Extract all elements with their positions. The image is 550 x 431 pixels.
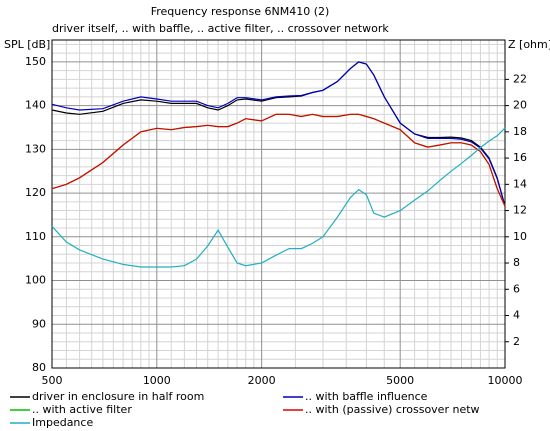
y-tick-label: 120 <box>25 186 46 199</box>
y-tick-label: 110 <box>25 230 46 243</box>
y2-tick-label: 22 <box>513 72 527 85</box>
legend-label: .. with active filter <box>32 403 132 416</box>
legend-label: .. with baffle influence <box>305 390 428 403</box>
chart-title: Frequency response 6NM410 (2) <box>151 5 330 18</box>
y2-tick-label: 10 <box>513 230 527 243</box>
y2-tick-label: 4 <box>513 309 520 322</box>
legend-label: Impedance <box>32 416 93 429</box>
y2-tick-label: 12 <box>513 204 527 217</box>
y2-tick-label: 16 <box>513 151 527 164</box>
series-line <box>51 113 506 207</box>
y2-tick-label: 6 <box>513 282 520 295</box>
legend-label: driver in enclosure in half room <box>32 390 204 403</box>
x-tick-label: 500 <box>42 374 63 387</box>
x-tick-label: 1000 <box>143 374 171 387</box>
y2-tick-label: 8 <box>513 256 520 269</box>
x-tick-label: 5000 <box>386 374 414 387</box>
y2-tick-label: 20 <box>513 99 527 112</box>
x-tick-label: 2000 <box>248 374 276 387</box>
y2-tick-label: 18 <box>513 125 527 138</box>
y-tick-label: 100 <box>25 274 46 287</box>
y-axis-label: SPL [dB] <box>4 38 50 51</box>
y2-tick-label: 14 <box>513 177 527 190</box>
plot-area <box>52 40 505 368</box>
y2-axis-label: Z [ohm] <box>508 38 550 51</box>
y-tick-label: 90 <box>32 317 46 330</box>
y-tick-label: 80 <box>32 361 46 374</box>
series-line <box>51 61 506 207</box>
chart-subtitle: driver itself, .. with baffle, .. active… <box>52 22 389 35</box>
y2-tick-label: 2 <box>513 335 520 348</box>
series-line <box>51 127 506 268</box>
y-tick-label: 130 <box>25 142 46 155</box>
y-tick-label: 150 <box>25 55 46 68</box>
y-tick-label: 140 <box>25 99 46 112</box>
legend-label: .. with (passive) crossover netw <box>305 403 480 416</box>
x-tick-label: 10000 <box>488 374 523 387</box>
